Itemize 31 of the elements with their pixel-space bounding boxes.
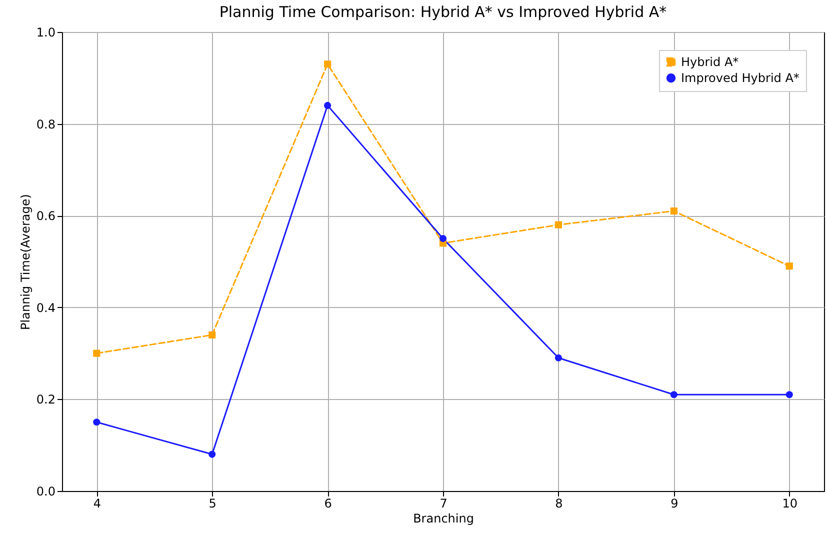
point (439, 235, 447, 242)
point (670, 391, 678, 398)
y-tick-label: 0.6 (36, 209, 56, 224)
y-tick-label: 0.2 (36, 392, 56, 407)
x-tick-label: 7 (440, 496, 448, 510)
point (93, 418, 100, 426)
point (786, 391, 793, 398)
y-tick-label: 1.0 (36, 26, 56, 40)
chart-title: Plannig Time Comparison: Hybrid A* vs Improved Hybrid A* (219, 3, 668, 21)
x-tick-label: 5 (208, 496, 216, 510)
point (208, 331, 216, 338)
x-tick-label: 8 (555, 496, 563, 510)
legend-label: Hybrid A* (681, 55, 739, 69)
y-tick-label: 0.8 (36, 117, 56, 132)
point (554, 354, 562, 362)
point (786, 262, 793, 270)
point (93, 350, 100, 357)
x-tick-label: 10 (782, 496, 798, 510)
point (324, 60, 332, 68)
point (554, 221, 562, 228)
x-tick-label: 6 (324, 496, 332, 510)
y-tick-label: 0.4 (36, 300, 56, 315)
legend-label: Improved Hybrid A* (681, 71, 800, 85)
y-axis-title: Plannig Time(Average) (18, 194, 32, 330)
x-tick-label: 9 (670, 496, 678, 510)
point (324, 102, 332, 109)
y-tick-label: 0.0 (36, 484, 56, 498)
x-axis-title: Branching (413, 512, 474, 526)
point (670, 207, 678, 215)
point (208, 450, 216, 458)
x-tick-label: 4 (93, 496, 101, 510)
